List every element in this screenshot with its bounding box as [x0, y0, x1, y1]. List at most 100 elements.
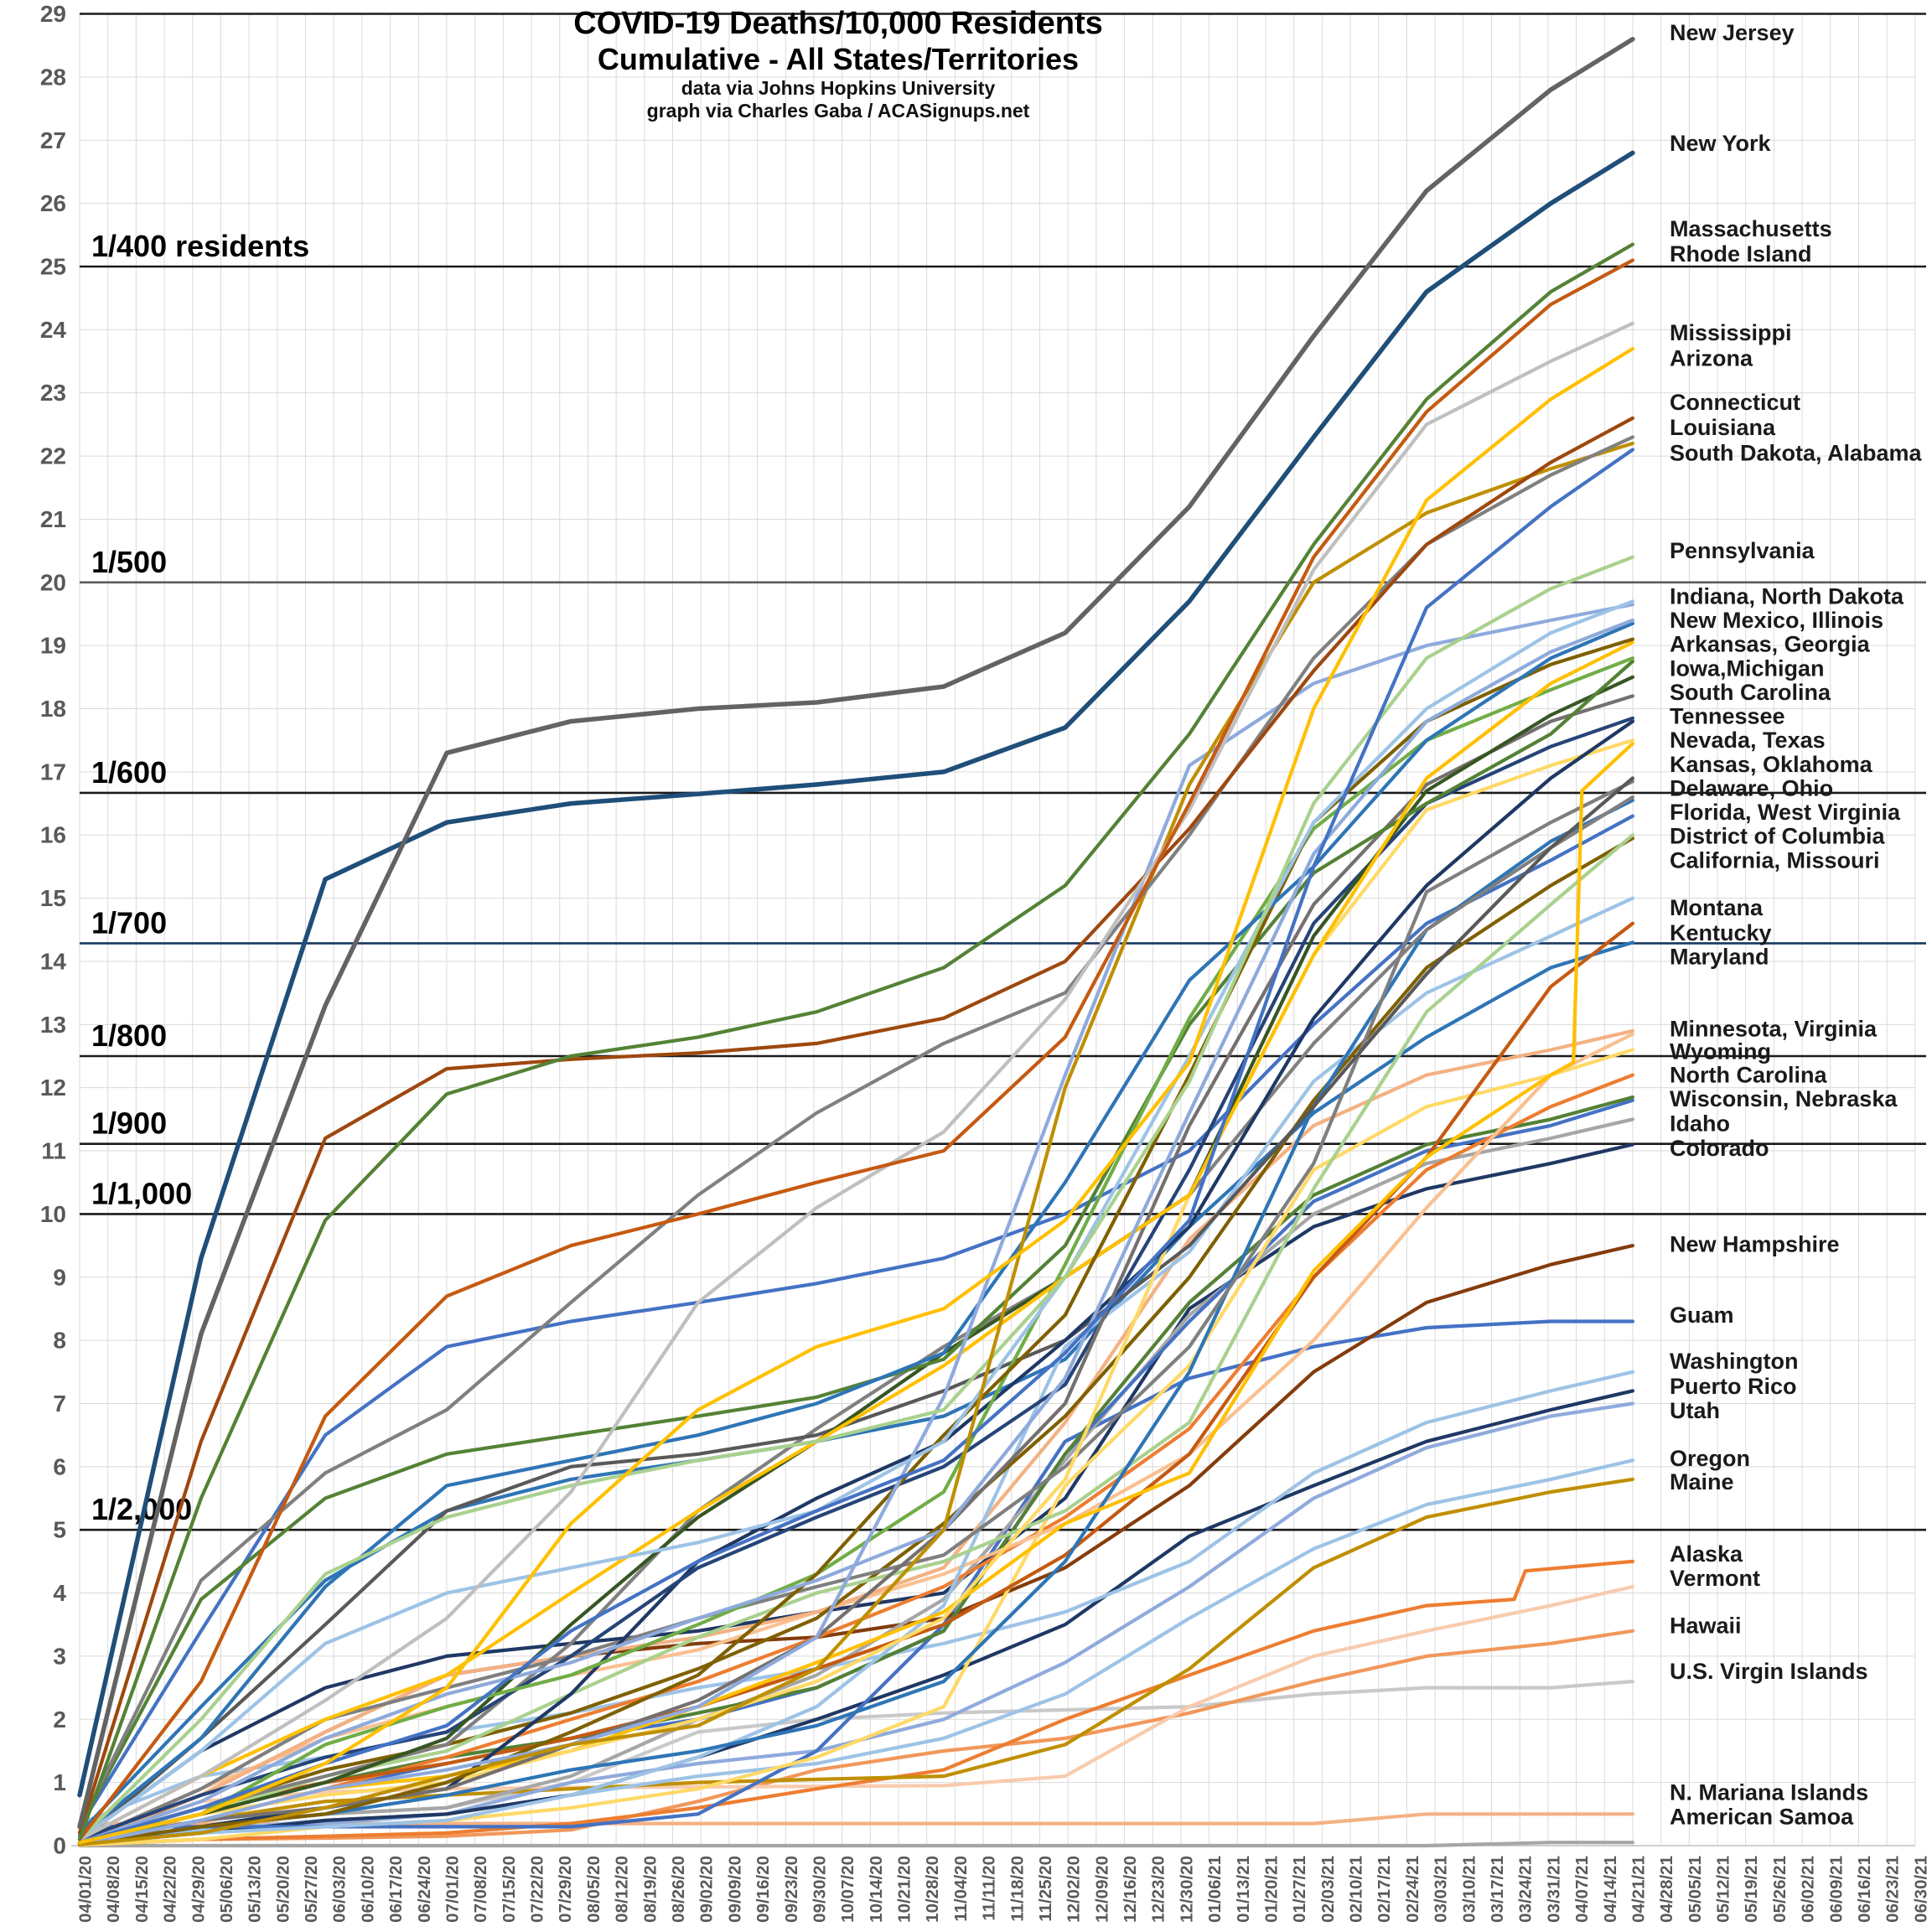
series-line-nevada	[77, 716, 1635, 1841]
x-tick-label: 04/29/20	[189, 1856, 208, 1923]
x-tick-label: 05/13/20	[246, 1856, 265, 1923]
x-tick-label: 03/03/21	[1432, 1856, 1451, 1923]
y-tick-label: 29	[40, 1, 66, 27]
state-label: Massachusetts	[1670, 216, 1832, 241]
state-label: Wisconsin, Nebraska	[1670, 1086, 1898, 1111]
state-label: Oregon	[1670, 1446, 1750, 1471]
series-line-pennsylvania	[77, 555, 1635, 1841]
x-tick-label: 01/27/21	[1290, 1856, 1309, 1923]
state-label: Utah	[1670, 1398, 1720, 1423]
x-tick-label: 03/17/21	[1488, 1856, 1507, 1923]
y-tick-label: 20	[40, 569, 66, 595]
state-label: Louisiana	[1670, 415, 1776, 440]
x-tick-label: 04/14/21	[1601, 1856, 1620, 1923]
series-line-puerto-rico	[77, 1389, 1635, 1846]
series-line-west-virginia	[77, 798, 1635, 1847]
state-label: Rhode Island	[1670, 241, 1812, 267]
series-line-florida	[77, 795, 1635, 1845]
y-tick-label: 23	[40, 380, 66, 406]
y-tick-label: 9	[53, 1264, 66, 1290]
x-tick-label: 09/16/20	[754, 1856, 773, 1923]
x-tick-label: 10/07/20	[838, 1856, 857, 1923]
x-tick-label: 08/19/20	[640, 1856, 660, 1923]
x-tick-label: 10/21/20	[895, 1856, 914, 1923]
series-line-iowa	[77, 656, 1635, 1846]
x-tick-label: 01/13/21	[1234, 1856, 1253, 1923]
series-line-north-dakota	[77, 603, 1635, 1847]
series-line-illinois	[77, 621, 1635, 1838]
chart-title: COVID-19 Deaths/10,000 Residents	[573, 6, 1103, 41]
series-line-new-jersey	[77, 36, 1635, 1830]
y-tick-label: 7	[53, 1391, 66, 1417]
y-tick-label: 28	[40, 64, 66, 90]
state-label: Arkansas, Georgia	[1670, 632, 1871, 657]
reference-line-label: 1/400 residents	[91, 229, 309, 263]
series-line-south-dakota	[77, 441, 1635, 1847]
state-label: Idaho	[1670, 1111, 1730, 1137]
series-line-kansas	[77, 738, 1635, 1845]
y-tick-label: 2	[53, 1707, 66, 1733]
x-tick-label: 11/04/20	[951, 1856, 971, 1922]
state-label: South Carolina	[1670, 680, 1831, 705]
state-label: New Mexico, Illinois	[1670, 608, 1883, 633]
reference-line-label: 1/1,000	[91, 1176, 192, 1210]
reference-line-label: 1/800	[91, 1018, 167, 1053]
y-tick-label: 12	[40, 1075, 66, 1101]
state-label: Alaska	[1670, 1541, 1743, 1567]
y-tick-label: 10	[40, 1201, 66, 1227]
x-tick-label: 05/05/21	[1686, 1856, 1705, 1923]
y-tick-label: 8	[53, 1328, 66, 1354]
state-label: U.S. Virgin Islands	[1670, 1659, 1868, 1684]
y-tick-label: 0	[53, 1833, 66, 1859]
state-label: Kansas, Oklahoma	[1670, 752, 1873, 777]
series-line-american-samoa	[77, 1841, 1635, 1848]
x-tick-label: 08/12/20	[613, 1856, 632, 1923]
x-tick-label: 07/01/20	[443, 1856, 462, 1923]
x-tick-label: 05/12/21	[1714, 1856, 1733, 1923]
state-label: Iowa,Michigan	[1670, 655, 1825, 681]
state-label: Connecticut	[1670, 390, 1800, 415]
series-line-arkansas	[77, 637, 1635, 1846]
series-line-indiana	[77, 599, 1635, 1841]
x-tick-label: 09/30/20	[810, 1856, 829, 1923]
series-line-new-york	[77, 150, 1635, 1798]
x-tick-label: 11/18/20	[1007, 1856, 1027, 1922]
series-line-colorado	[77, 1142, 1635, 1841]
y-tick-label: 13	[40, 1012, 66, 1038]
y-tick-label: 3	[53, 1643, 66, 1669]
x-tick-label: 05/06/20	[217, 1856, 236, 1923]
series-line-minnesota	[77, 1028, 1635, 1845]
x-tick-label: 12/02/20	[1064, 1856, 1084, 1923]
state-label: New Hampshire	[1670, 1232, 1840, 1257]
x-tick-label: 12/23/20	[1149, 1856, 1168, 1923]
series-line-alaska	[77, 1559, 1635, 1847]
x-tick-label: 07/08/20	[471, 1856, 490, 1923]
series-line-maine	[77, 1477, 1635, 1847]
state-label: Delaware, Ohio	[1670, 775, 1833, 800]
state-label: Pennsylvania	[1670, 538, 1815, 563]
y-tick-label: 25	[40, 254, 66, 280]
series-line-georgia	[77, 640, 1635, 1841]
x-tick-label: 02/17/21	[1375, 1856, 1394, 1923]
state-label: North Carolina	[1670, 1063, 1827, 1088]
series-line-oklahoma	[77, 741, 1635, 1845]
y-tick-label: 18	[40, 696, 66, 722]
state-label: Hawaii	[1670, 1613, 1742, 1639]
x-tick-label: 03/24/21	[1516, 1856, 1536, 1923]
state-label: Montana	[1670, 895, 1764, 920]
series-line-montana	[77, 896, 1635, 1847]
x-tick-label: 06/23/21	[1883, 1856, 1903, 1923]
state-label: Indiana, North Dakota	[1670, 583, 1904, 609]
x-tick-label: 04/15/20	[132, 1856, 152, 1923]
x-tick-label: 06/16/21	[1855, 1856, 1874, 1923]
title-block: COVID-19 Deaths/10,000 Residents Cumulat…	[573, 5, 1103, 122]
series-line-hawaii	[77, 1629, 1635, 1847]
y-tick-label: 11	[41, 1138, 66, 1164]
series-line-arizona	[77, 346, 1635, 1845]
series-line-delaware	[77, 776, 1635, 1845]
state-label: American Samoa	[1670, 1804, 1854, 1829]
state-label: California, Missouri	[1670, 847, 1880, 873]
series-line-virginia	[77, 1032, 1635, 1845]
x-tick-label: 08/26/20	[669, 1856, 688, 1923]
x-tick-label: 06/17/20	[386, 1856, 406, 1923]
